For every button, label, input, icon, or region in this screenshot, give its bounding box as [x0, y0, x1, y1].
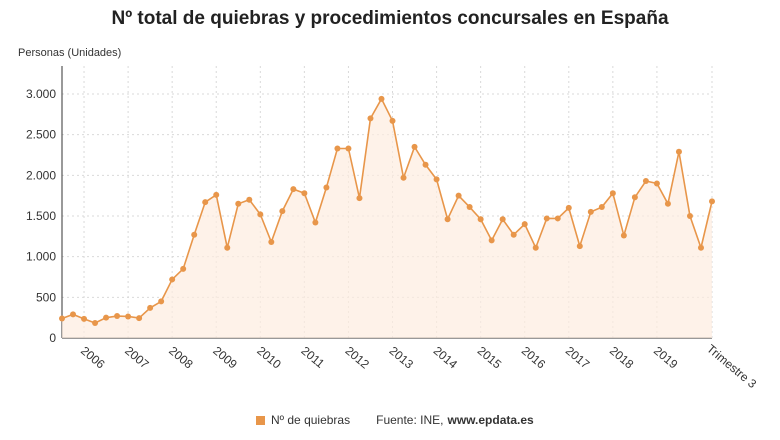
data-point: [125, 313, 132, 320]
series-area: [62, 98, 712, 338]
x-tick-label: 2015: [475, 344, 505, 372]
x-tick-label: 2014: [431, 344, 461, 372]
data-point: [422, 161, 429, 168]
y-tick-label: 500: [36, 290, 56, 304]
data-point: [709, 198, 715, 205]
x-tick-label: 2018: [607, 344, 637, 372]
data-point: [697, 244, 704, 251]
legend-swatch: [256, 415, 265, 425]
data-point: [268, 239, 275, 246]
x-tick-label: 2013: [387, 344, 417, 372]
data-point: [136, 315, 143, 322]
data-point: [367, 115, 374, 122]
data-point: [103, 314, 110, 321]
data-point: [312, 219, 319, 226]
y-tick-label: 0: [49, 331, 56, 345]
data-point: [521, 221, 528, 228]
data-point: [554, 215, 561, 222]
data-point: [81, 315, 88, 322]
x-tick-label: 2017: [563, 344, 593, 372]
x-tick-label: 2016: [519, 344, 549, 372]
data-point: [455, 192, 462, 199]
data-point: [356, 195, 363, 202]
data-point: [378, 95, 385, 102]
x-tick-label: 2011: [298, 344, 327, 372]
data-point: [433, 176, 440, 183]
data-point: [323, 184, 330, 191]
data-point: [664, 200, 671, 207]
data-point: [499, 216, 506, 223]
y-tick-label: 2.000: [26, 168, 56, 182]
data-point: [400, 174, 407, 181]
data-point: [510, 231, 517, 238]
data-point: [565, 204, 572, 211]
x-tick-label: 2019: [651, 344, 681, 372]
data-point: [675, 148, 682, 155]
data-point: [279, 208, 286, 215]
y-tick-label: 3.000: [26, 87, 56, 101]
y-tick-label: 1.000: [26, 250, 56, 264]
data-point: [609, 190, 616, 197]
data-point: [213, 191, 220, 198]
legend-label: Nº de quiebras: [271, 413, 351, 427]
data-point: [488, 237, 495, 244]
y-tick-label: 2.500: [26, 128, 56, 142]
x-tick-label: 2007: [122, 344, 152, 372]
y-axis-label: Personas (Unidades): [18, 47, 121, 59]
data-point: [70, 311, 77, 318]
data-point: [334, 145, 341, 152]
data-point: [631, 194, 638, 201]
data-point: [191, 231, 198, 238]
data-point: [686, 213, 693, 219]
data-point: [598, 204, 605, 211]
data-point: [158, 298, 165, 305]
data-point: [389, 117, 396, 124]
data-point: [411, 143, 418, 150]
data-point: [114, 313, 121, 320]
data-point: [653, 180, 660, 187]
chart-title: Nº total de quiebras y procedimientos co…: [111, 8, 669, 29]
data-point: [345, 145, 352, 152]
source-site: www.epdata.es: [447, 413, 534, 427]
x-tick-label: 2008: [166, 344, 196, 372]
x-tick-label: 2006: [78, 344, 108, 372]
data-point: [92, 319, 99, 326]
data-point: [224, 244, 231, 251]
data-point: [466, 204, 473, 211]
x-tick-label-last: Trimestre 3: [704, 342, 759, 392]
data-point: [235, 200, 242, 207]
data-point: [169, 276, 176, 283]
chart-footer: Nº de quiebras Fuente: INE, www.epdata.e…: [256, 413, 534, 427]
y-tick-label: 1.500: [26, 209, 56, 223]
source-label: Fuente: INE,: [376, 413, 444, 427]
data-point: [180, 265, 187, 272]
data-point: [147, 304, 154, 311]
data-point: [257, 211, 264, 218]
x-tick-label: 2010: [254, 344, 284, 372]
x-tick-label: 2009: [210, 344, 240, 372]
data-point: [444, 216, 451, 223]
data-point: [290, 186, 297, 193]
data-point: [246, 196, 253, 203]
data-point: [543, 215, 550, 222]
data-point: [620, 232, 627, 239]
data-point: [59, 315, 65, 322]
x-tick-label: 2012: [343, 344, 373, 372]
data-point: [202, 199, 209, 206]
data-point: [587, 208, 594, 215]
data-point: [477, 216, 484, 223]
data-point: [301, 190, 308, 197]
data-point: [576, 243, 583, 250]
data-point: [642, 178, 649, 185]
data-point: [532, 244, 539, 251]
